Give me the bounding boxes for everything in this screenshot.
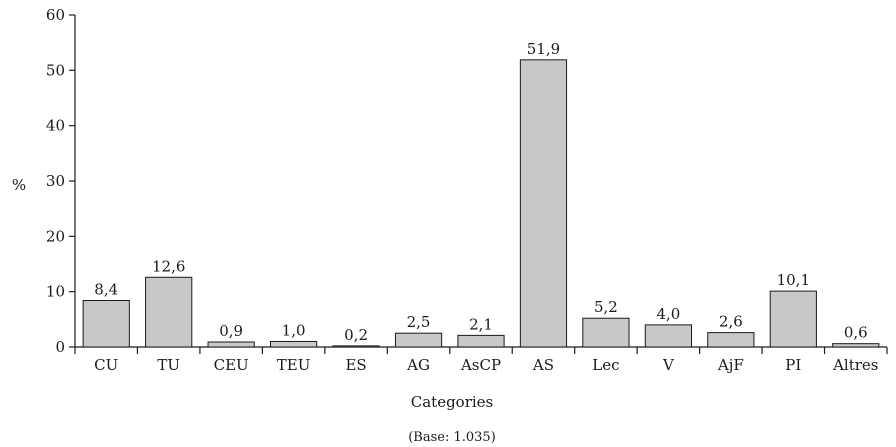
- bar-teu: [270, 340, 318, 348]
- bar-lec: [582, 317, 630, 348]
- base-footnote: (Base: 1.035): [408, 430, 496, 445]
- y-axis: 0 10 20 30 40 50 60: [46, 6, 76, 356]
- y-tick-label: 50: [46, 61, 65, 79]
- x-tick-label: CU: [94, 356, 118, 374]
- x-tick-label: TU: [157, 356, 180, 374]
- x-tick-label: Lec: [592, 356, 619, 374]
- data-label: 12,6: [152, 257, 185, 275]
- y-tick-label: 60: [46, 6, 65, 24]
- data-label: 2,1: [469, 315, 493, 333]
- x-tick-label: Altres: [832, 356, 878, 374]
- y-tick-label: 40: [46, 117, 65, 135]
- x-tick-label: AG: [406, 356, 430, 374]
- bar-cu: [82, 300, 130, 348]
- data-label: 10,1: [777, 271, 810, 289]
- y-tick-label: 30: [46, 172, 65, 190]
- data-label: 2,5: [407, 313, 431, 331]
- data-label: 0,9: [219, 322, 243, 340]
- x-tick-label: AsCP: [460, 356, 501, 374]
- data-label: 0,6: [844, 324, 868, 342]
- y-axis-title: %: [12, 176, 26, 194]
- bars: [82, 59, 880, 348]
- x-tick-label: TEU: [277, 356, 311, 374]
- data-label: 0,2: [344, 326, 368, 344]
- bar-pi: [769, 290, 817, 348]
- bar-ajf: [707, 332, 755, 348]
- bar-as: [519, 59, 568, 348]
- data-label: 1,0: [282, 321, 306, 339]
- bar-ag: [394, 332, 443, 348]
- data-label: 5,2: [594, 298, 618, 316]
- x-axis-title: Categories: [411, 393, 494, 411]
- bar-ascp: [457, 334, 505, 348]
- data-label: 4,0: [656, 305, 680, 323]
- x-tick-label: ES: [345, 356, 366, 374]
- data-label: 51,9: [527, 40, 560, 58]
- bar-altres: [832, 343, 880, 348]
- y-tick-label: 0: [55, 338, 65, 356]
- x-tick-label: AjF: [717, 356, 744, 374]
- x-tick-label: AS: [532, 356, 554, 374]
- data-label: 8,4: [94, 281, 118, 299]
- bar-tu: [145, 276, 193, 348]
- x-tick-label: V: [662, 356, 675, 374]
- x-tick-label: CEU: [214, 356, 249, 374]
- x-tick-label: PI: [785, 356, 801, 374]
- y-tick-label: 10: [46, 283, 65, 301]
- x-axis: CU TU CEU TEU ES AG AsCP AS Lec V AjF PI Altres: [74, 346, 888, 374]
- bar-v: [644, 324, 692, 348]
- bar-es: [332, 345, 380, 348]
- data-labels: 8,4 12,6 0,9 1,0 0,2 2,5 2,1 51,9 5,2 4,0 2,6 10,1 0…: [94, 40, 867, 344]
- bar-ceu: [207, 341, 255, 348]
- y-tick-label: 20: [46, 227, 65, 245]
- data-label: 2,6: [719, 313, 743, 331]
